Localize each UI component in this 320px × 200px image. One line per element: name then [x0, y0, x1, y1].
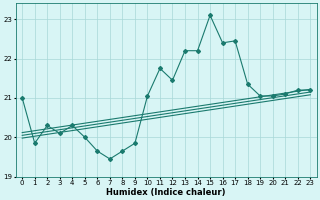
X-axis label: Humidex (Indice chaleur): Humidex (Indice chaleur) — [107, 188, 226, 197]
